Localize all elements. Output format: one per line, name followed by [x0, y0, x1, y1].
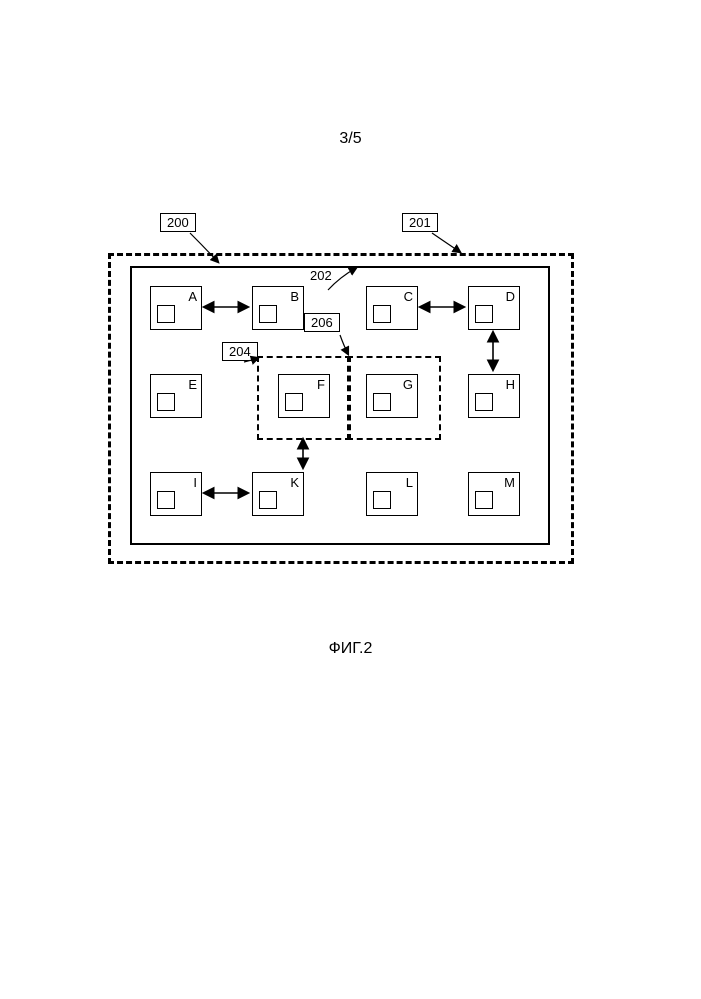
- node-B-label: B: [290, 289, 299, 304]
- node-G-inner-square: [373, 393, 391, 411]
- page: { "page": { "number_label": "3/5", "capt…: [0, 0, 701, 999]
- node-E-label: E: [188, 377, 197, 392]
- node-F-label: F: [317, 377, 325, 392]
- node-H-inner-square: [475, 393, 493, 411]
- node-K: K: [252, 472, 304, 516]
- node-I: I: [150, 472, 202, 516]
- node-C-label: C: [404, 289, 413, 304]
- figure-caption: ФИГ.2: [0, 640, 701, 658]
- node-L: L: [366, 472, 418, 516]
- node-D-inner-square: [475, 305, 493, 323]
- node-M: M: [468, 472, 520, 516]
- node-B-inner-square: [259, 305, 277, 323]
- node-C-inner-square: [373, 305, 391, 323]
- node-L-label: L: [406, 475, 413, 490]
- node-I-inner-square: [157, 491, 175, 509]
- ref-200: 200: [160, 213, 196, 232]
- leader-201-leader: [432, 233, 460, 252]
- node-D: D: [468, 286, 520, 330]
- node-F: F: [278, 374, 330, 418]
- node-G-label: G: [403, 377, 413, 392]
- node-A: A: [150, 286, 202, 330]
- node-F-inner-square: [285, 393, 303, 411]
- node-G: G: [366, 374, 418, 418]
- node-D-label: D: [506, 289, 515, 304]
- node-B: B: [252, 286, 304, 330]
- node-K-inner-square: [259, 491, 277, 509]
- node-H-label: H: [506, 377, 515, 392]
- ref-201: 201: [402, 213, 438, 232]
- node-M-label: M: [504, 475, 515, 490]
- node-A-label: A: [188, 289, 197, 304]
- node-I-label: I: [193, 475, 197, 490]
- node-L-inner-square: [373, 491, 391, 509]
- node-E-inner-square: [157, 393, 175, 411]
- page-number: 3/5: [0, 130, 701, 148]
- node-A-inner-square: [157, 305, 175, 323]
- node-K-label: K: [290, 475, 299, 490]
- node-H: H: [468, 374, 520, 418]
- node-M-inner-square: [475, 491, 493, 509]
- node-C: C: [366, 286, 418, 330]
- node-E: E: [150, 374, 202, 418]
